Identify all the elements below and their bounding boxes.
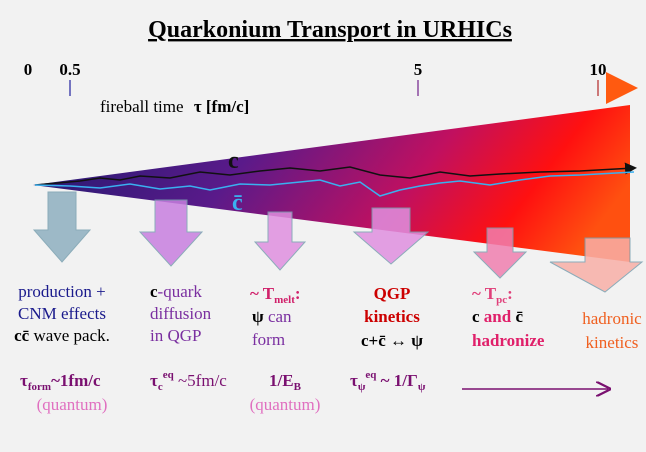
time-scale: ~1fm/c: [51, 371, 101, 390]
stage-bold: cc̄: [14, 326, 30, 345]
stage-text: c and c̄: [472, 307, 523, 326]
stage-text: ~ T: [250, 284, 275, 303]
stage-text: diffusion: [150, 304, 212, 323]
label: fireball time: [100, 97, 184, 116]
anticharm-path: [34, 171, 635, 197]
note: (quantum): [37, 395, 108, 414]
time-scale: τψeq ~ 1/Γψ: [350, 369, 426, 393]
subscript: ψ: [358, 381, 366, 393]
axis-label: fireball time τ [fm/c]: [100, 97, 249, 116]
stage-text: in QGP: [150, 326, 201, 345]
stage-bold: ψ: [252, 307, 264, 326]
stage-text: QGP: [374, 284, 411, 303]
charm-label: c: [228, 148, 239, 174]
tick-label: 10: [590, 60, 607, 79]
symbol: τ: [150, 371, 158, 390]
subscript: melt: [274, 294, 295, 306]
superscript: eq: [163, 369, 175, 381]
down-arrow: [472, 227, 528, 279]
down-arrow: [352, 207, 430, 265]
stage-text: wave pack.: [33, 326, 109, 345]
stage-text: :: [507, 284, 513, 303]
subscript: ψ: [418, 381, 426, 393]
subscript: B: [294, 381, 302, 393]
stage-text: :: [295, 284, 301, 303]
stage-text: ~ Tpc:: [472, 284, 513, 306]
charm-path: [34, 162, 637, 186]
symbol: τ: [350, 371, 358, 390]
time-scale: 1/E: [269, 371, 294, 390]
stage-text: can: [268, 307, 292, 326]
stage-text: ψ can: [252, 307, 292, 326]
title: Quarkonium Transport in URHICs: [148, 17, 512, 43]
subscript: pc: [496, 294, 507, 306]
stage-text: form: [252, 330, 285, 349]
down-arrow: [549, 237, 644, 293]
anticharm-label: c̄: [232, 190, 243, 216]
tick-label: 0: [24, 60, 33, 79]
symbol: τ: [20, 371, 28, 390]
stage-bold: c: [472, 307, 480, 326]
time-scale: ~5fm/c: [174, 371, 228, 390]
time-scale: τform~1fm/c: [20, 371, 101, 393]
stage-bold: c̄: [515, 307, 523, 326]
stage-text: hadronic: [582, 309, 642, 328]
time-scale: ~ 1/Γ: [376, 371, 417, 390]
time-scale: τceq ~5fm/c: [150, 369, 227, 393]
stage-text: ~ T: [472, 284, 497, 303]
tick-label: 0.5: [59, 60, 80, 79]
stage-text: ~ Tmelt:: [250, 284, 301, 306]
stage-text: production +: [18, 282, 106, 301]
tick-label: 5: [414, 60, 423, 79]
stage-text: -quark: [158, 282, 203, 301]
time-scale: 1/EB: [269, 371, 302, 393]
stage-text: CNM effects: [18, 304, 106, 323]
stage-text: kinetics: [586, 333, 639, 352]
note: (quantum): [250, 395, 321, 414]
stage-text: c-quark: [150, 282, 202, 301]
superscript: eq: [365, 369, 377, 381]
stage-text: and: [484, 307, 512, 326]
stage-bold: c: [150, 282, 158, 301]
down-arrow: [253, 211, 307, 271]
down-arrow: [32, 191, 92, 263]
stage-text: kinetics: [364, 307, 420, 326]
subscript: form: [28, 381, 51, 393]
unit: τ [fm/c]: [194, 97, 250, 116]
stage-text: cc̄ wave pack.: [14, 326, 110, 345]
stage-text: c+c̄ ↔ ψ: [361, 331, 423, 350]
stage-text: hadronize: [472, 331, 545, 350]
down-arrow: [138, 199, 204, 267]
subscript: c: [158, 381, 163, 393]
